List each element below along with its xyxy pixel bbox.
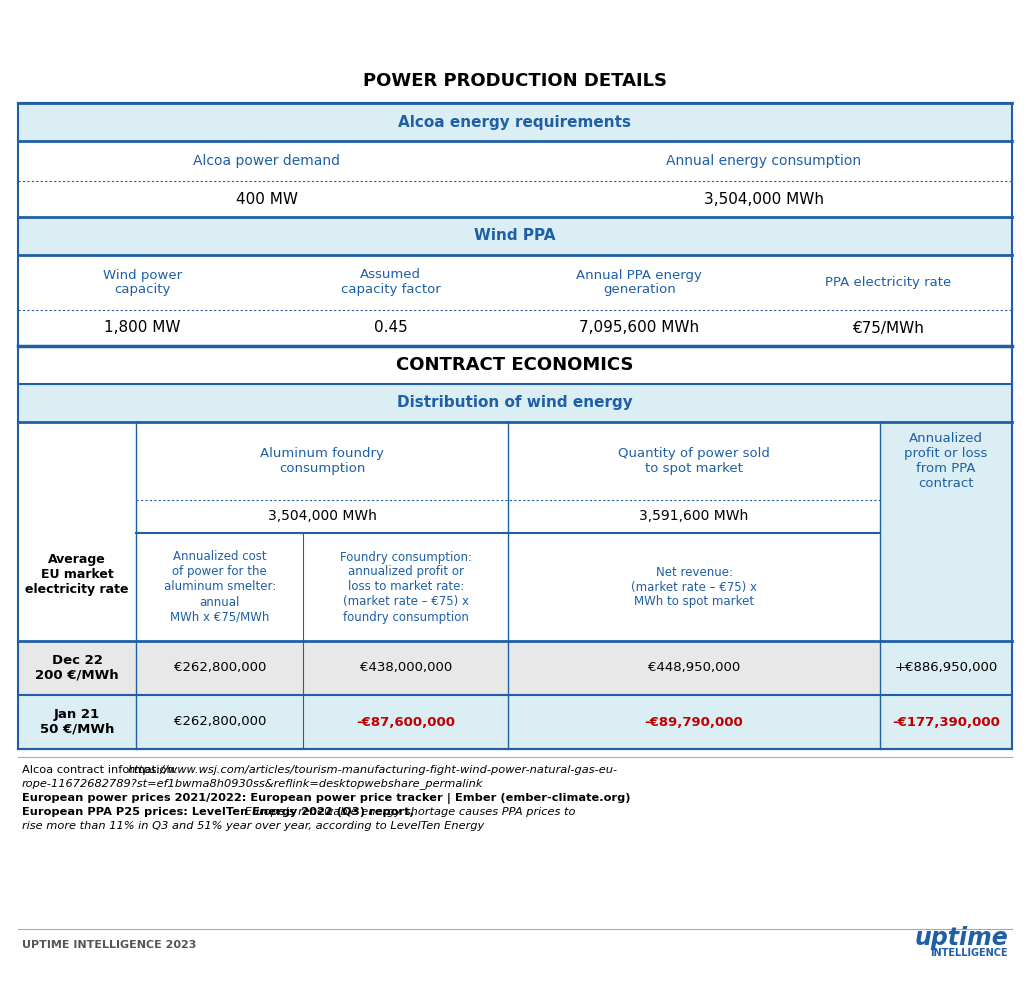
Text: INTELLIGENCE: INTELLIGENCE (930, 948, 1008, 958)
Text: Distribution of wind energy: Distribution of wind energy (398, 395, 632, 410)
Text: 7,095,600 MWh: 7,095,600 MWh (579, 321, 699, 336)
FancyBboxPatch shape (18, 384, 1012, 422)
Text: -€87,600,000: -€87,600,000 (356, 715, 455, 729)
FancyBboxPatch shape (18, 103, 1012, 141)
Text: Wind power
capacity: Wind power capacity (103, 269, 182, 296)
Text: 400 MW: 400 MW (236, 191, 298, 206)
Text: European power prices 2021/2022: European power price tracker | Ember (ember-cli: European power prices 2021/2022: Europea… (22, 793, 630, 803)
Text: Foundry consumption:
annualized profit or
loss to market rate:
(market rate – €7: Foundry consumption: annualized profit o… (340, 550, 472, 624)
Text: https://www.wsj.com/articles/tourism-manufacturing-fight-wind-power-natural-gas-: https://www.wsj.com/articles/tourism-man… (128, 765, 618, 775)
Text: Annualized cost
of power for the
aluminum smelter:
annual
MWh x €75/MWh: Annualized cost of power for the aluminu… (164, 550, 276, 624)
Text: rise more than 11% in Q3 and 51% year over year, according to LevelTen Energy: rise more than 11% in Q3 and 51% year ov… (22, 821, 484, 831)
Text: Wind PPA: Wind PPA (474, 229, 556, 243)
Text: €448,950,000: €448,950,000 (648, 661, 741, 675)
Text: +€886,950,000: +€886,950,000 (894, 661, 998, 675)
Text: POWER PRODUCTION DETAILS: POWER PRODUCTION DETAILS (363, 72, 667, 90)
Text: Average
EU market
electricity rate: Average EU market electricity rate (26, 553, 129, 596)
Text: PPA electricity rate: PPA electricity rate (825, 276, 951, 289)
Text: Europe’s renewable energy shortage causes PPA prices to: Europe’s renewable energy shortage cause… (241, 807, 576, 817)
Text: Net revenue:
(market rate – €75) x
MWh to spot market: Net revenue: (market rate – €75) x MWh t… (631, 565, 757, 608)
Text: Annualized
profit or loss
from PPA
contract: Annualized profit or loss from PPA contr… (904, 432, 988, 490)
Text: Alcoa power demand: Alcoa power demand (193, 154, 340, 168)
FancyBboxPatch shape (880, 641, 1012, 695)
FancyBboxPatch shape (18, 695, 1012, 749)
FancyBboxPatch shape (880, 695, 1012, 749)
Text: Alcoa contract information:: Alcoa contract information: (22, 765, 181, 775)
FancyBboxPatch shape (18, 641, 1012, 695)
Text: €262,800,000: €262,800,000 (173, 715, 266, 729)
Text: European PPA P25 prices: LevelTen Energy 2022 (Q3) report,: European PPA P25 prices: LevelTen Energy… (22, 807, 414, 817)
Text: Assumed
capacity factor: Assumed capacity factor (341, 269, 441, 296)
Text: 3,504,000 MWh: 3,504,000 MWh (703, 191, 824, 206)
FancyBboxPatch shape (880, 500, 1012, 533)
Text: 3,504,000 MWh: 3,504,000 MWh (268, 509, 376, 524)
Text: €75/MWh: €75/MWh (852, 321, 924, 336)
Text: Dec 22
200 €/MWh: Dec 22 200 €/MWh (35, 654, 118, 682)
Text: €262,800,000: €262,800,000 (173, 661, 266, 675)
Text: rope-11672682789?st=ef1bwma8h0930ss&reflink=desktopwebshare_permalink: rope-11672682789?st=ef1bwma8h0930ss&refl… (22, 779, 483, 790)
Text: Quantity of power sold
to spot market: Quantity of power sold to spot market (618, 447, 770, 475)
Text: Annual energy consumption: Annual energy consumption (666, 154, 861, 168)
Text: Alcoa energy requirements: Alcoa energy requirements (399, 115, 631, 129)
Text: 0.45: 0.45 (374, 321, 408, 336)
Text: CONTRACT ECONOMICS: CONTRACT ECONOMICS (397, 356, 633, 374)
Text: UPTIME INTELLIGENCE 2023: UPTIME INTELLIGENCE 2023 (22, 940, 197, 950)
Text: Jan 21
50 €/MWh: Jan 21 50 €/MWh (40, 708, 114, 736)
FancyBboxPatch shape (880, 422, 1012, 500)
Text: 3,591,600 MWh: 3,591,600 MWh (640, 509, 749, 524)
FancyBboxPatch shape (880, 533, 1012, 641)
FancyBboxPatch shape (18, 217, 1012, 255)
Text: Aluminum foundry
consumption: Aluminum foundry consumption (260, 447, 384, 475)
Text: uptime: uptime (915, 926, 1008, 950)
Text: €438,000,000: €438,000,000 (359, 661, 452, 675)
Text: -€89,790,000: -€89,790,000 (645, 715, 744, 729)
Text: -€177,390,000: -€177,390,000 (892, 715, 1000, 729)
Text: Annual PPA energy
generation: Annual PPA energy generation (577, 269, 702, 296)
Text: 1,800 MW: 1,800 MW (104, 321, 180, 336)
